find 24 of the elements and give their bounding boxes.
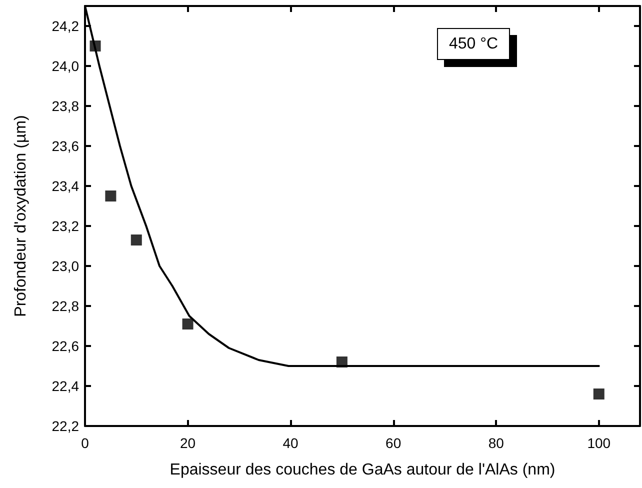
- y-tick-label: 22,8: [52, 298, 80, 314]
- y-tick-label: 22,4: [52, 378, 80, 394]
- point: [130, 234, 142, 246]
- x-tick-label: 0: [81, 435, 90, 451]
- x-tick-label: 60: [386, 435, 402, 451]
- y-tick-label: 23,0: [52, 258, 80, 274]
- y-tick-label: 23,4: [52, 178, 80, 194]
- point: [105, 190, 116, 202]
- y-tick-label: 23,2: [52, 218, 80, 234]
- point: [593, 388, 604, 400]
- y-tick-label: 22,6: [52, 338, 80, 354]
- y-tick-label: 23,6: [52, 138, 80, 154]
- point: [182, 318, 194, 330]
- y-tick-label: 24,2: [52, 18, 80, 34]
- annotation: 450 °C: [449, 36, 498, 52]
- x-tick-label: 100: [587, 435, 611, 451]
- x-tick-label: 20: [180, 435, 196, 451]
- y-tick-label: 22,2: [52, 418, 80, 434]
- y-axis-title: Profondeur d'oxydation (µm): [12, 115, 30, 317]
- x-tick-label: 40: [282, 435, 299, 451]
- x-tick-label: 80: [488, 435, 504, 451]
- y-tick-label: 23,8: [52, 98, 80, 114]
- x-axis-title: Epaisseur des couches de GaAs autour de l'AlAs (nm): [170, 462, 556, 478]
- y-tick-label: 24,0: [52, 58, 80, 74]
